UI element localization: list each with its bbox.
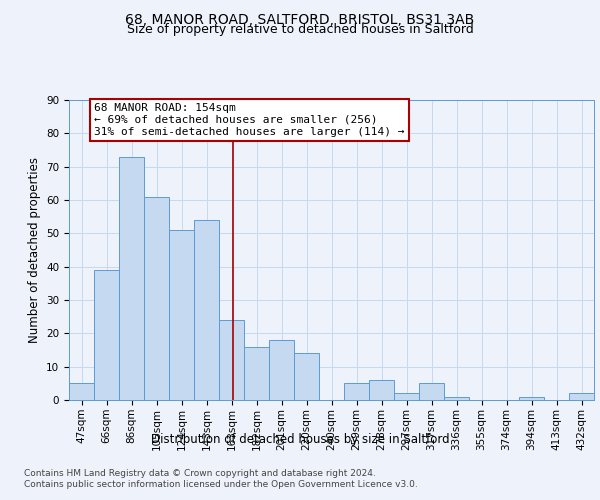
Text: 68 MANOR ROAD: 154sqm
← 69% of detached houses are smaller (256)
31% of semi-det: 68 MANOR ROAD: 154sqm ← 69% of detached … [94, 104, 404, 136]
Bar [295, 354, 319, 400]
Bar [244, 346, 269, 400]
Bar [520, 396, 544, 400]
Bar [370, 380, 394, 400]
Bar [169, 230, 194, 400]
Text: Size of property relative to detached houses in Saltford: Size of property relative to detached ho… [127, 22, 473, 36]
Text: 68, MANOR ROAD, SALTFORD, BRISTOL, BS31 3AB: 68, MANOR ROAD, SALTFORD, BRISTOL, BS31 … [125, 12, 475, 26]
Bar [145, 196, 169, 400]
Bar [569, 394, 593, 400]
Bar [94, 270, 119, 400]
Text: Contains public sector information licensed under the Open Government Licence v3: Contains public sector information licen… [24, 480, 418, 489]
Bar [419, 384, 443, 400]
Bar [394, 394, 419, 400]
Bar [269, 340, 293, 400]
Y-axis label: Number of detached properties: Number of detached properties [28, 157, 41, 343]
Bar [344, 384, 368, 400]
Text: Contains HM Land Registry data © Crown copyright and database right 2024.: Contains HM Land Registry data © Crown c… [24, 469, 376, 478]
Bar [220, 320, 244, 400]
Bar [70, 384, 94, 400]
Bar [194, 220, 218, 400]
Bar [119, 156, 143, 400]
Text: Distribution of detached houses by size in Saltford: Distribution of detached houses by size … [151, 432, 449, 446]
Bar [445, 396, 469, 400]
